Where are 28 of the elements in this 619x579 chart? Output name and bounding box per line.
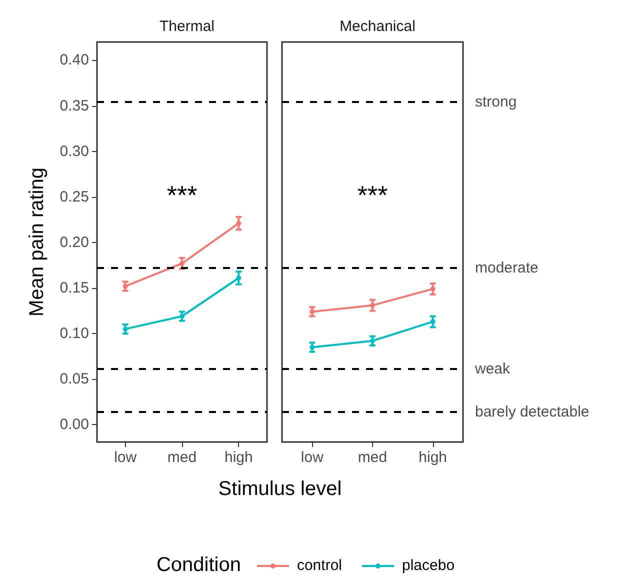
x-tick-label: med [358, 449, 388, 466]
legend-label: control [296, 557, 342, 574]
y-tick-label: 0.20 [60, 234, 89, 251]
ref-line-label: moderate [475, 259, 538, 276]
annotation: *** [357, 180, 388, 210]
ref-line-label: strong [475, 94, 517, 111]
x-tick-label: med [167, 449, 197, 466]
legend-title: Condition [156, 554, 241, 577]
y-axis-title: Mean pain rating [26, 168, 48, 316]
ref-line-label: barely detectable [475, 403, 590, 420]
y-tick-label: 0.15 [60, 280, 89, 297]
x-tick-label: low [114, 449, 137, 466]
y-tick-label: 0.35 [60, 97, 89, 114]
chart-title: Mechanical [340, 18, 416, 35]
y-tick-label: 0.40 [60, 52, 89, 69]
ref-line-label: weak [474, 360, 511, 378]
y-tick-label: 0.10 [60, 325, 89, 342]
y-tick-label: 0.05 [60, 370, 89, 388]
y-tick-label: 0.30 [60, 142, 89, 160]
x-tick-label: high [418, 449, 448, 466]
x-axis-title: Stimulus level [217, 478, 343, 501]
x-tick-label: low [300, 449, 324, 466]
legend-label: placebo [402, 557, 455, 574]
chart-title: Thermal [159, 18, 215, 35]
annotation: *** [166, 180, 198, 210]
x-tick-label: high [224, 449, 253, 466]
y-tick-label: 0.00 [60, 416, 89, 434]
y-tick-label: 0.25 [60, 188, 89, 206]
